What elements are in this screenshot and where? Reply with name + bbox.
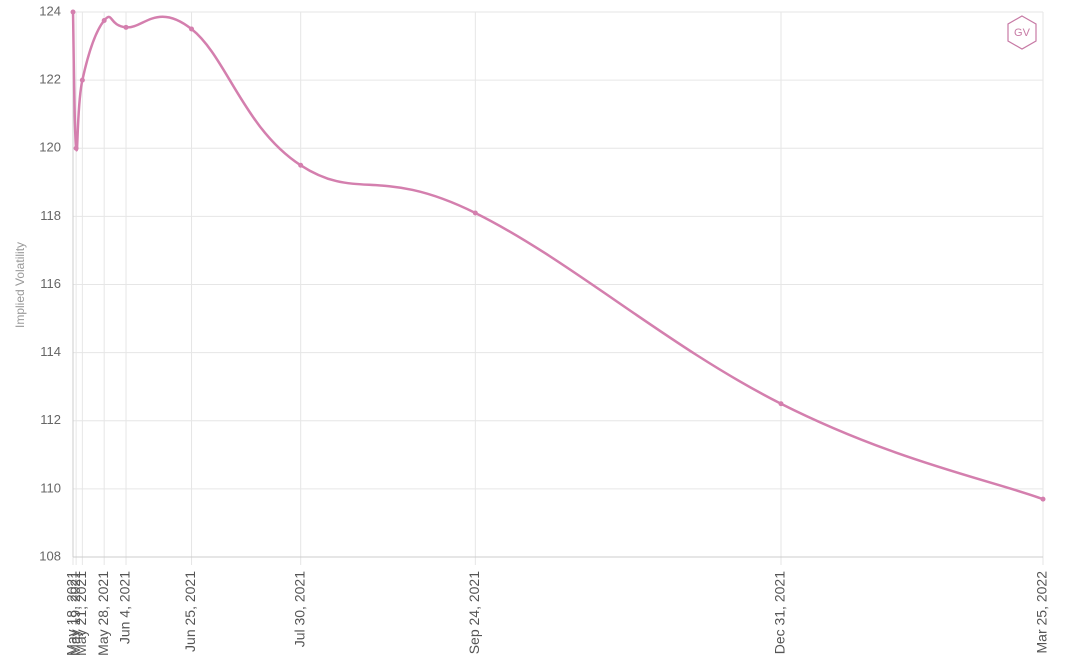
y-tick-label: 112 <box>40 412 61 427</box>
data-point <box>1040 496 1046 502</box>
data-point <box>123 24 129 30</box>
data-point <box>778 401 784 407</box>
x-tick-label: May 28, 2021 <box>95 571 111 655</box>
x-tick-label: Sep 24, 2021 <box>466 571 482 655</box>
data-point <box>472 210 478 216</box>
x-tick-label: Jun 4, 2021 <box>117 571 133 644</box>
logo-hexagon <box>1007 15 1037 50</box>
x-tick-label: Jun 25, 2021 <box>182 571 198 652</box>
y-tick-label: 114 <box>40 344 61 359</box>
x-tick-label: May 18, 2021 <box>64 571 80 655</box>
y-tick-label: 118 <box>40 208 61 223</box>
y-tick-label: 120 <box>39 140 61 155</box>
x-tick-label: May 21, 2021 <box>73 571 89 655</box>
y-axis-title: Implied Volatility <box>13 242 27 328</box>
x-tick-label: Jul 30, 2021 <box>291 571 307 647</box>
y-tick-label: 110 <box>40 480 61 495</box>
y-tick-label: 116 <box>40 276 61 291</box>
x-tick-label: Dec 31, 2021 <box>772 571 788 654</box>
data-point <box>79 77 85 83</box>
data-point <box>70 9 76 15</box>
data-point <box>189 26 195 32</box>
data-point <box>101 18 107 24</box>
x-tick-label: Mar 25, 2022 <box>1034 571 1050 654</box>
logo-text: GV <box>1014 27 1031 39</box>
y-tick-label: 122 <box>39 72 61 87</box>
x-tick-label: May 19, 2021 <box>67 571 83 655</box>
logo: GV <box>1007 15 1037 50</box>
data-point <box>73 145 79 151</box>
y-tick-label: 124 <box>39 3 61 18</box>
series-line <box>71 11 1044 501</box>
y-tick-label: 108 <box>39 548 61 563</box>
data-point <box>298 162 304 168</box>
